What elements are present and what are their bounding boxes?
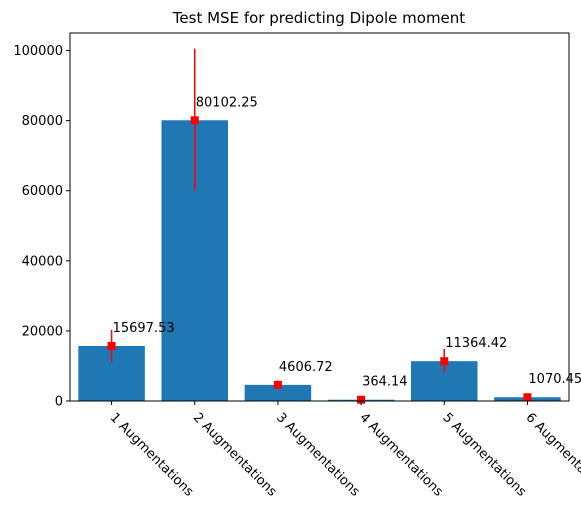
error-marker [273,380,282,389]
y-tick-label: 40000 [22,254,63,269]
data-label: 364.14 [362,375,408,390]
bar [244,384,312,401]
x-tick-label: 6 Augmentations [523,410,581,500]
y-tick-label: 60000 [22,184,63,199]
x-tick-label: 2 Augmentations [190,410,280,500]
y-axis: 0 20000 40000 60000 80000 100000 [13,44,70,410]
data-label: 15697.53 [113,321,175,336]
data-label: 80102.25 [196,95,258,110]
y-tick-label: 80000 [22,114,63,129]
x-tick-label: 3 Augmentations [273,410,363,500]
data-label: 1070.45 [528,372,581,387]
data-label: 11364.42 [445,336,507,351]
y-tick-label: 100000 [13,44,63,59]
x-tick-label: 5 Augmentations [439,410,529,500]
error-marker [190,116,199,125]
y-tick-label: 20000 [22,324,63,339]
y-tick-label: 0 [55,395,63,410]
error-marker [107,341,116,350]
chart-title: Test MSE for predicting Dipole moment [172,9,465,27]
error-marker [523,393,532,402]
x-tick-label: 1 Augmentations [107,410,197,500]
error-bars-layer [107,48,532,404]
x-tick-label: 4 Augmentations [356,410,446,500]
data-labels-layer: 15697.53 80102.25 4606.72 364.14 11364.42 107… [113,95,581,389]
plot-frame [69,32,570,402]
data-label: 4606.72 [279,360,333,375]
error-marker [357,395,366,404]
error-marker [440,357,449,366]
